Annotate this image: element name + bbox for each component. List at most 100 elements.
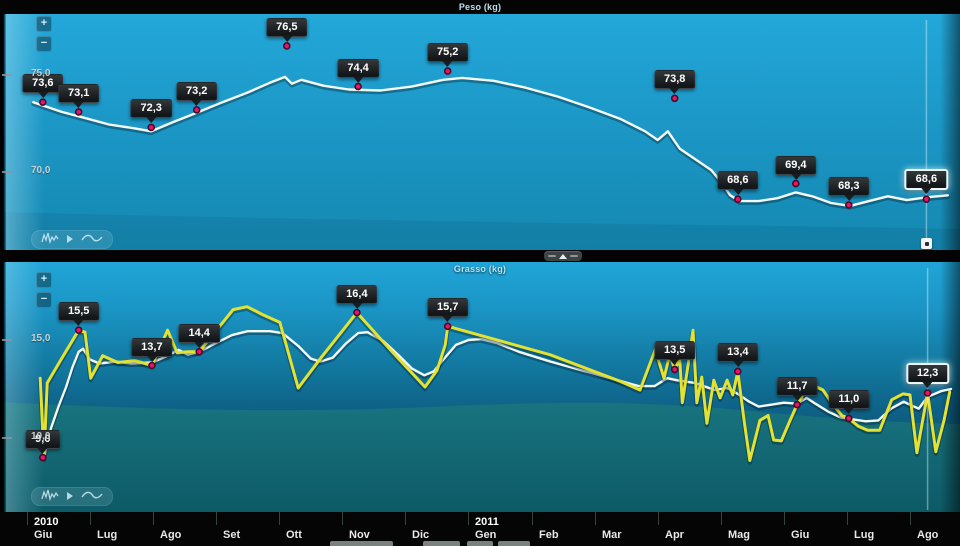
data-point-marker[interactable] xyxy=(38,453,47,462)
minus-icon: − xyxy=(40,293,48,305)
x-axis-tick xyxy=(468,512,469,525)
data-point-callout[interactable]: 14,4 xyxy=(178,323,220,348)
x-axis-tick xyxy=(658,512,659,525)
data-point-callout[interactable]: 72,3 xyxy=(130,99,172,124)
play-icon[interactable] xyxy=(66,231,74,249)
data-point-marker[interactable] xyxy=(733,367,742,376)
data-point-marker[interactable] xyxy=(282,42,291,50)
raw-series-icon[interactable] xyxy=(41,488,59,506)
data-point-marker[interactable] xyxy=(670,94,679,103)
left-highlight xyxy=(6,262,44,512)
data-point-callout[interactable]: 68,3 xyxy=(828,177,870,201)
x-axis-tick xyxy=(721,512,722,525)
data-point-marker[interactable] xyxy=(74,326,83,334)
x-axis-tick xyxy=(910,512,911,525)
y-axis-label: 70,0 xyxy=(31,165,51,176)
data-point-marker[interactable] xyxy=(733,195,742,203)
x-axis-year-label: 2011 xyxy=(475,516,499,528)
x-axis-month-label: Gen xyxy=(475,529,497,541)
data-point-marker[interactable] xyxy=(354,82,362,91)
data-point-callout[interactable]: 73,2 xyxy=(175,81,218,106)
data-point-marker[interactable] xyxy=(844,414,853,423)
data-point-marker[interactable] xyxy=(443,67,452,75)
data-point-callout[interactable]: 11,7 xyxy=(776,376,818,401)
fat-chart[interactable]: Grasso (kg) xyxy=(0,262,960,512)
fat-lower-band xyxy=(0,402,960,512)
data-point-callout[interactable]: 12,3 xyxy=(905,362,950,388)
data-point-callout[interactable]: 74,4 xyxy=(337,58,379,83)
x-axis-month-label: Set xyxy=(223,529,241,541)
trend-series-icon[interactable] xyxy=(81,231,103,249)
data-point-marker[interactable] xyxy=(923,389,932,397)
data-point-callout[interactable]: 9,0 xyxy=(25,429,61,454)
x-axis-month-label: Nov xyxy=(349,529,370,541)
scrollbar-segment[interactable] xyxy=(467,541,493,546)
weight-chart-title: Peso (kg) xyxy=(458,2,502,12)
data-point-marker[interactable] xyxy=(922,195,931,203)
minus-icon: − xyxy=(40,37,48,49)
data-point-marker[interactable] xyxy=(670,365,679,374)
data-point-marker[interactable] xyxy=(844,201,853,209)
data-point-marker[interactable] xyxy=(443,322,452,331)
x-axis-tick xyxy=(847,512,848,525)
y-axis-tick xyxy=(2,171,12,173)
data-point-callout[interactable]: 73,8 xyxy=(653,70,696,95)
x-axis-month-label: Mag xyxy=(728,529,750,541)
right-vignette xyxy=(940,262,960,512)
data-point-callout[interactable]: 13,4 xyxy=(717,343,759,368)
x-axis-tick xyxy=(405,512,406,525)
x-axis-tick xyxy=(279,512,280,525)
data-point-callout[interactable]: 16,4 xyxy=(336,284,378,309)
play-icon[interactable] xyxy=(66,488,74,506)
raw-series-icon[interactable] xyxy=(41,231,59,249)
weight-chart[interactable]: + − 73,6 73,1 72,3 73,2 76,5 74,4 75,2 73,8 68,6… xyxy=(0,14,960,250)
data-point-callout[interactable]: 13,5 xyxy=(653,341,696,366)
data-point-marker[interactable] xyxy=(192,106,201,114)
x-axis-month-label: Dic xyxy=(412,529,430,541)
data-point-callout[interactable]: 73,1 xyxy=(57,83,100,108)
right-vignette xyxy=(940,14,960,250)
data-point-marker[interactable] xyxy=(353,308,361,317)
weight-lower-band xyxy=(0,212,960,250)
data-point-marker[interactable] xyxy=(38,98,47,106)
x-axis-tick xyxy=(784,512,785,525)
data-point-callout[interactable]: 75,2 xyxy=(426,43,469,68)
x-axis-year-label: 2010 xyxy=(34,516,59,528)
data-point-marker[interactable] xyxy=(148,361,156,370)
data-point-callout[interactable]: 15,7 xyxy=(426,298,469,323)
divider-drag-handle[interactable] xyxy=(544,251,582,261)
x-axis-tick xyxy=(216,512,217,525)
data-point-marker[interactable] xyxy=(74,108,83,116)
zoom-in-button[interactable]: + xyxy=(36,16,52,32)
zoom-out-button[interactable]: − xyxy=(36,292,52,308)
data-point-marker[interactable] xyxy=(793,400,801,409)
data-point-marker[interactable] xyxy=(195,348,203,356)
data-point-callout[interactable]: 73,6 xyxy=(22,74,64,99)
x-axis-tick xyxy=(153,512,154,525)
data-point-callout[interactable]: 76,5 xyxy=(266,17,308,42)
data-point-marker[interactable] xyxy=(791,179,800,188)
x-axis-month-label: Mar xyxy=(602,529,622,541)
left-highlight xyxy=(6,14,44,250)
data-point-callout[interactable]: 11,0 xyxy=(828,390,870,415)
data-point-callout[interactable]: 13,7 xyxy=(131,337,173,362)
data-point-callout[interactable]: 15,5 xyxy=(57,302,100,327)
zoom-out-button[interactable]: − xyxy=(36,36,52,52)
scrollbar-segment[interactable] xyxy=(498,541,530,546)
scrollbar-segment[interactable] xyxy=(423,541,460,546)
raw-line xyxy=(38,305,952,462)
y-axis-label: 75,0 xyxy=(31,68,51,79)
data-point-callout[interactable]: 68,6 xyxy=(904,169,949,195)
data-point-callout[interactable]: 69,4 xyxy=(775,155,817,180)
chart-divider xyxy=(0,250,960,262)
data-point-callout[interactable]: 68,6 xyxy=(717,171,759,196)
cursor-drag-handle[interactable] xyxy=(921,238,932,249)
weight-chart-background xyxy=(0,14,960,250)
trend-series-icon[interactable] xyxy=(81,488,103,506)
data-point-marker[interactable] xyxy=(147,123,155,132)
scrollbar-segment[interactable] xyxy=(330,541,393,546)
left-edge xyxy=(0,262,6,512)
x-axis-tick xyxy=(90,512,91,525)
zoom-in-button[interactable]: + xyxy=(36,272,52,288)
collapse-up-icon xyxy=(559,253,567,259)
